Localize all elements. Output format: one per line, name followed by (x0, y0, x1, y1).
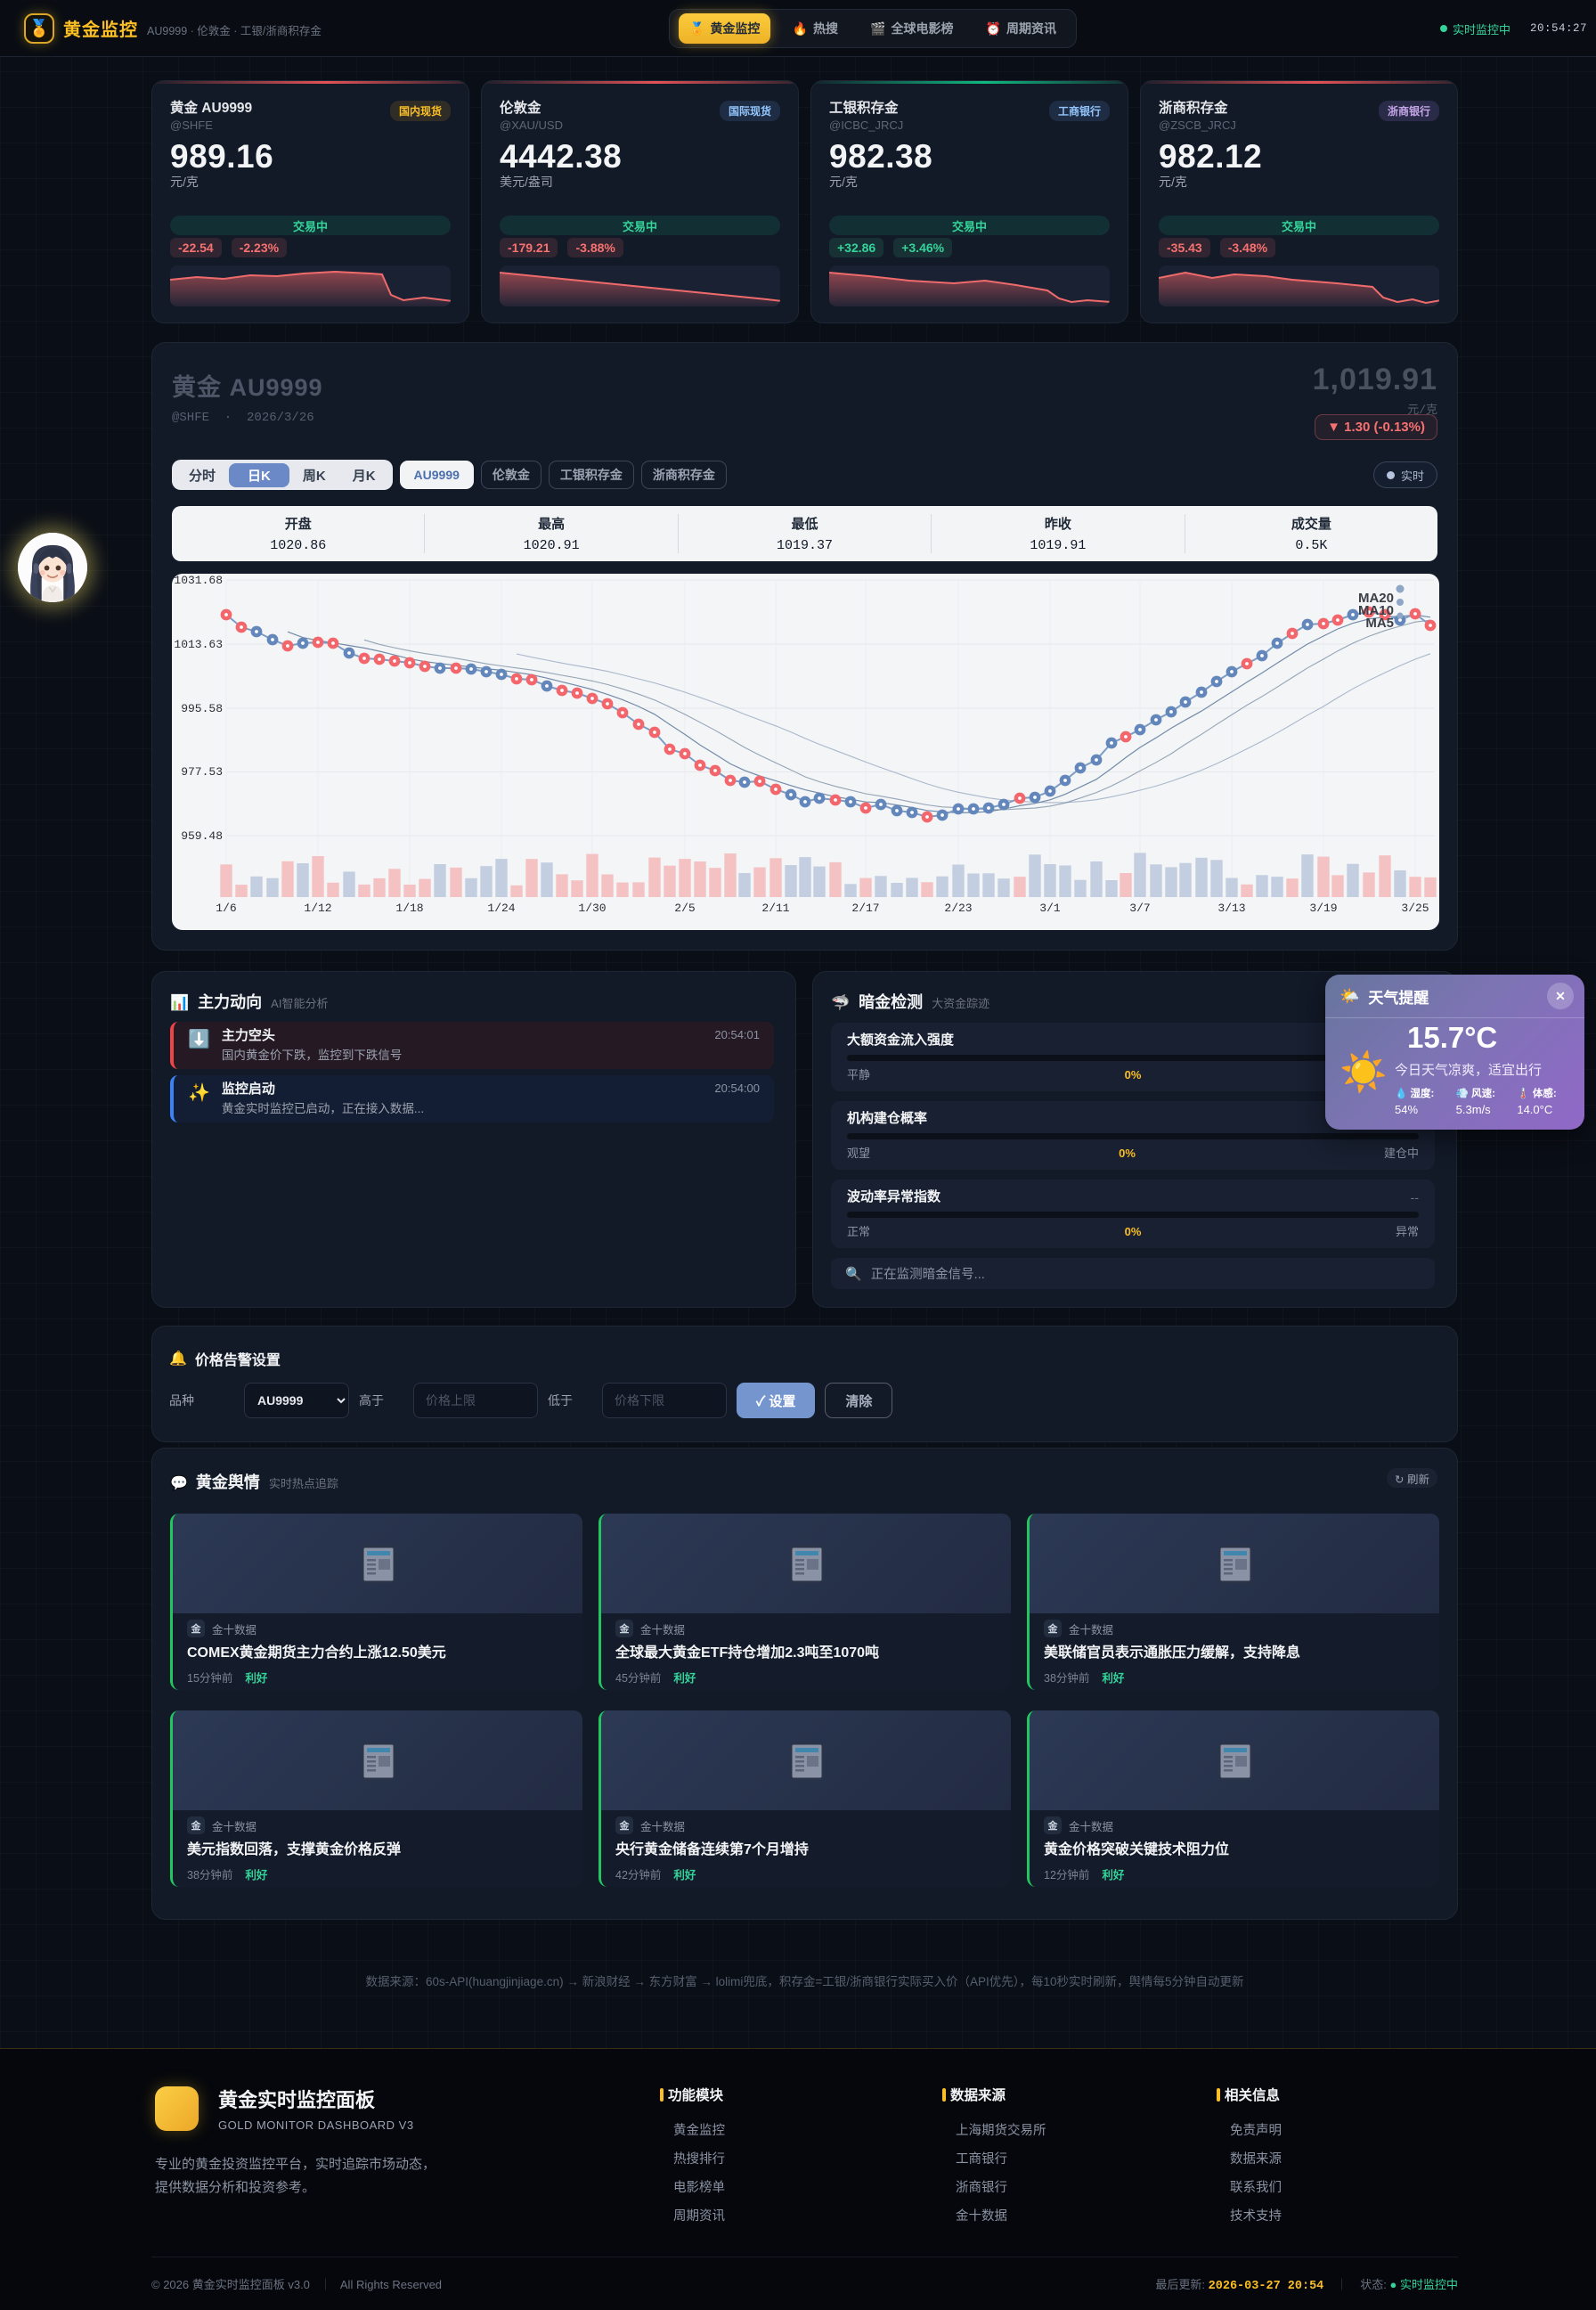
svg-text:1/30: 1/30 (578, 902, 606, 915)
svg-text:2/11: 2/11 (761, 902, 789, 915)
svg-text:MA5: MA5 (1365, 616, 1394, 631)
svg-text:3/1: 3/1 (1039, 902, 1061, 915)
svg-text:977.53: 977.53 (181, 765, 223, 779)
svg-text:1/24: 1/24 (487, 902, 515, 915)
svg-text:3/13: 3/13 (1217, 902, 1245, 915)
svg-text:3/25: 3/25 (1401, 902, 1429, 915)
svg-text:3/19: 3/19 (1309, 902, 1337, 915)
svg-text:2/17: 2/17 (851, 902, 879, 915)
svg-text:MA20: MA20 (1358, 591, 1394, 606)
svg-text:2/5: 2/5 (674, 902, 695, 915)
svg-text:1/18: 1/18 (395, 902, 423, 915)
svg-text:MA10: MA10 (1358, 603, 1394, 618)
svg-text:1013.63: 1013.63 (174, 638, 223, 651)
svg-text:1031.68: 1031.68 (174, 574, 223, 587)
svg-text:1/12: 1/12 (304, 902, 331, 915)
svg-text:3/7: 3/7 (1129, 902, 1150, 915)
svg-text:995.58: 995.58 (181, 702, 223, 715)
svg-text:2/23: 2/23 (944, 902, 972, 915)
svg-text:1/6: 1/6 (216, 902, 236, 915)
svg-text:959.48: 959.48 (181, 829, 223, 843)
